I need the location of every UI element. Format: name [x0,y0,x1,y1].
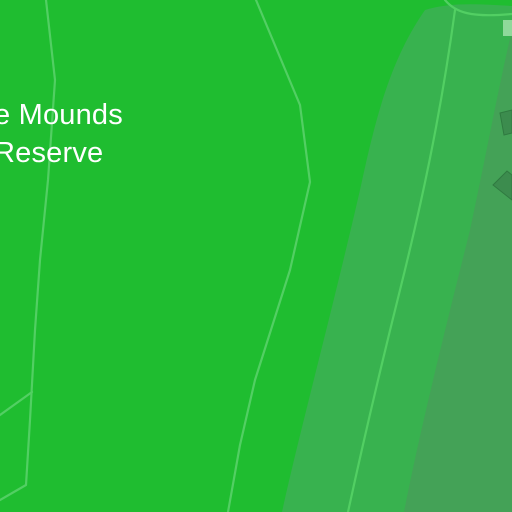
trail-path-east[interactable] [346,8,457,512]
trail-path-west-branch[interactable] [0,390,34,417]
building-footprint [492,170,512,201]
trail-path-west[interactable] [0,0,57,502]
trail-path-north[interactable] [443,0,512,17]
area-name-line-2: Reserve [0,137,104,169]
area-name-line-1: e Mounds [0,99,123,131]
terrain-slope-dark [404,30,512,512]
map-feature-marker [503,20,512,36]
building-footprint [499,109,512,136]
trail-path-central[interactable] [226,0,312,512]
area-name-label[interactable]: e Mounds Reserve [0,96,123,172]
